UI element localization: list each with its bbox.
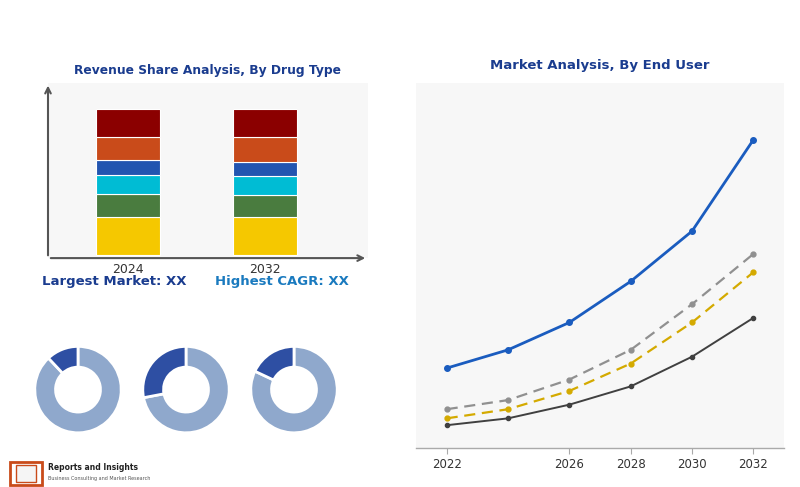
Title: Revenue Share Analysis, By Drug Type: Revenue Share Analysis, By Drug Type bbox=[74, 64, 342, 77]
Title: Market Analysis, By End User: Market Analysis, By End User bbox=[490, 59, 710, 72]
Bar bbox=[233, 195, 297, 217]
Wedge shape bbox=[35, 346, 121, 433]
Bar bbox=[233, 176, 297, 195]
Bar bbox=[233, 217, 297, 255]
Bar bbox=[96, 109, 160, 137]
Text: Highest CAGR: XX: Highest CAGR: XX bbox=[215, 275, 350, 288]
Wedge shape bbox=[143, 346, 186, 398]
FancyBboxPatch shape bbox=[10, 462, 42, 485]
Bar bbox=[96, 160, 160, 175]
Wedge shape bbox=[143, 346, 229, 433]
Wedge shape bbox=[49, 346, 78, 373]
Text: Largest Market: XX: Largest Market: XX bbox=[42, 275, 187, 288]
FancyBboxPatch shape bbox=[16, 465, 36, 482]
Text: Business Consulting and Market Research: Business Consulting and Market Research bbox=[48, 476, 150, 482]
Bar bbox=[96, 217, 160, 255]
Text: Reports and Insights: Reports and Insights bbox=[48, 463, 138, 472]
Bar bbox=[96, 175, 160, 194]
Bar bbox=[96, 194, 160, 217]
Bar bbox=[233, 137, 297, 162]
Bar bbox=[233, 162, 297, 176]
Bar bbox=[233, 109, 297, 137]
Text: GLOBAL BRONCHIOLITIS OBLITERANS SYNDROME TREATMENT MARKET SEGMENT ANALYSIS: GLOBAL BRONCHIOLITIS OBLITERANS SYNDROME… bbox=[12, 28, 666, 41]
Wedge shape bbox=[251, 346, 337, 433]
Wedge shape bbox=[255, 346, 294, 380]
Bar bbox=[96, 137, 160, 160]
